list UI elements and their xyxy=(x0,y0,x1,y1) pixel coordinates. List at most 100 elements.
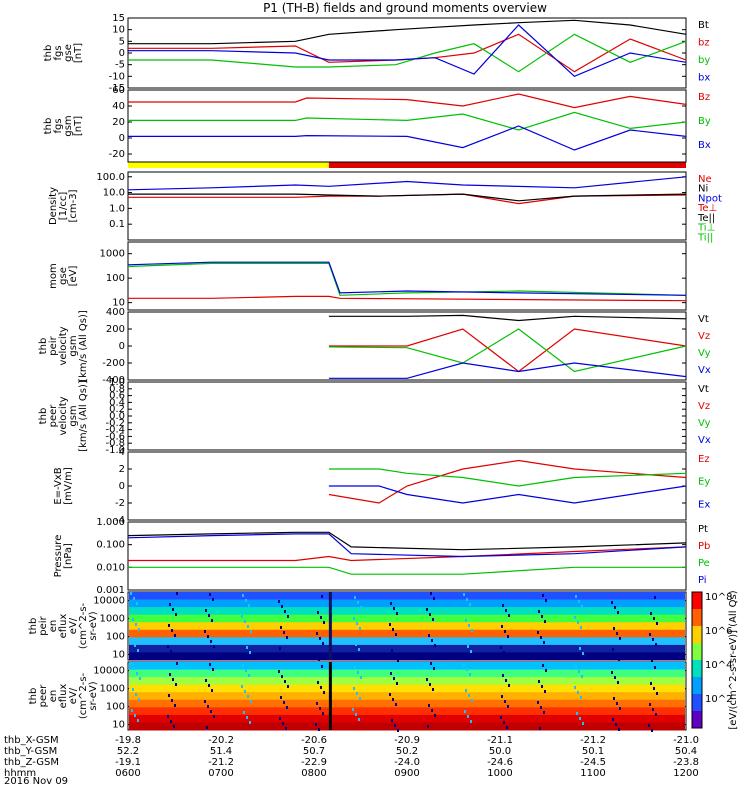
spectrogram-cell xyxy=(353,617,355,620)
spectrogram-cell xyxy=(652,708,654,711)
spectrogram-cell xyxy=(318,658,320,661)
spectrogram-cell xyxy=(574,686,576,689)
y-axis-label: gsm xyxy=(63,115,74,136)
footer-value: 0900 xyxy=(394,768,419,779)
spectrogram-cell xyxy=(466,598,468,601)
spectrogram-band xyxy=(129,707,685,716)
spectrogram-cell xyxy=(575,665,577,668)
spectrogram-cell xyxy=(545,599,547,602)
spectrogram-cell xyxy=(170,650,172,653)
spectrogram-cell xyxy=(538,680,540,683)
spectrogram-cell xyxy=(244,690,246,693)
y-tick-label: -0.2 xyxy=(105,418,125,429)
legend-entry: Ez xyxy=(698,454,710,465)
spectrogram-cell xyxy=(138,628,140,631)
spectrogram-band xyxy=(129,722,685,731)
spectrogram-cell xyxy=(283,701,285,704)
y-tick-label: 4 xyxy=(119,447,125,458)
spectrogram-cell xyxy=(433,597,435,600)
spectrogram-cell xyxy=(618,728,620,731)
footer-row-label: hhmm xyxy=(4,768,36,779)
y-tick-label: -0.6 xyxy=(105,431,125,442)
panel-frame xyxy=(127,521,687,591)
legend-entry: Bt xyxy=(698,20,709,31)
spectrogram-cell xyxy=(431,709,433,712)
spectrogram-cell xyxy=(540,706,542,709)
spectrogram-cell xyxy=(613,627,615,630)
legend-entry: Vy xyxy=(698,418,711,429)
spectrogram-cell xyxy=(279,717,281,720)
spectrogram-cell xyxy=(278,670,280,673)
spectrogram-band xyxy=(129,699,685,708)
colorbar-segment xyxy=(692,677,702,695)
spectrogram-cell xyxy=(135,623,137,626)
spectrogram-cell xyxy=(174,634,176,637)
legend-entry: Bx xyxy=(698,140,711,151)
spectrogram-cell xyxy=(285,657,287,660)
spectrogram-cell xyxy=(245,599,247,602)
y-tick-label: 0.001 xyxy=(96,585,125,596)
y-tick-label: 0.2 xyxy=(109,404,125,415)
spectrogram-cell xyxy=(169,603,171,606)
spectrogram-cell xyxy=(389,623,391,626)
y-tick-label: -10 xyxy=(109,71,125,82)
spectrogram-cell xyxy=(614,606,616,609)
spectrogram-cell xyxy=(650,682,652,685)
spectrogram-cell xyxy=(242,594,244,597)
spectrogram-cell xyxy=(213,715,215,718)
spectrogram-cell xyxy=(174,704,176,707)
plot-title: P1 (TH-B) fields and ground moments over… xyxy=(263,1,547,15)
spectrogram-cell xyxy=(286,636,288,639)
series-line-Pb xyxy=(128,546,687,562)
spectrogram-cell xyxy=(426,678,428,681)
spectrogram-cell xyxy=(355,643,357,646)
mode-bar-yellow xyxy=(128,162,329,168)
spectrogram-cell xyxy=(175,613,177,616)
panel-pressure: 1.000 0.100 0.010 0.001 Pressure [nPa] Pt Pb Pe P… xyxy=(53,517,710,596)
spectrogram-cell xyxy=(250,700,252,703)
spectrogram-cell xyxy=(353,687,355,690)
y-axis-label: thb xyxy=(43,118,54,135)
spectrogram-cell xyxy=(282,722,284,725)
spectrogram-cell xyxy=(315,723,317,726)
spectrogram-cell xyxy=(131,709,133,712)
series-line-Vz xyxy=(328,328,687,373)
legend-entry: Bz xyxy=(698,92,710,103)
spectrogram-band xyxy=(129,599,685,608)
colorbar-segment xyxy=(692,609,702,627)
colorbar-frame xyxy=(691,591,703,729)
footer-value: 50.0 xyxy=(489,746,511,757)
spectrogram-band xyxy=(129,607,685,616)
series-line-Ez xyxy=(328,459,687,504)
spectrogram-cell xyxy=(242,664,244,667)
spectrogram-cell xyxy=(656,622,658,625)
spectrogram-cell xyxy=(133,667,135,670)
spectrogram-cell xyxy=(132,618,134,621)
y-axis-label: eV/ xyxy=(68,617,79,634)
spectrogram-cell xyxy=(463,663,465,666)
y-tick-label: 0.0 xyxy=(109,411,125,422)
spectrogram-cell xyxy=(358,648,360,651)
spectrogram-cell xyxy=(396,682,398,685)
spectrogram-cell xyxy=(581,675,583,678)
spectrogram-cell xyxy=(130,662,132,665)
panel-fgs_gsm: 60 40 20 0 -20 thb fgs gsm [nT] Bz By Bx xyxy=(43,85,711,163)
spectrogram-cell xyxy=(243,711,245,714)
spectrogram-cell xyxy=(542,664,544,667)
spectrogram-cell xyxy=(207,635,209,638)
y-axis-label: sr-eV) xyxy=(88,681,99,710)
spectrogram-cell xyxy=(575,595,577,598)
footer-value: -24.6 xyxy=(487,757,513,768)
legend-entry: Ne xyxy=(698,174,712,185)
spectrogram-cell xyxy=(649,703,651,706)
spectrogram-cell xyxy=(467,715,469,718)
series-line-Te xyxy=(128,295,687,302)
spectrogram-cell xyxy=(508,684,510,687)
spectrogram-cell xyxy=(208,684,210,687)
spectrogram-cell xyxy=(139,677,141,680)
spectrogram-cell xyxy=(615,723,617,726)
spectrogram-band xyxy=(129,652,685,661)
series-line-bx xyxy=(128,24,687,78)
spectrogram-cell xyxy=(322,642,324,645)
